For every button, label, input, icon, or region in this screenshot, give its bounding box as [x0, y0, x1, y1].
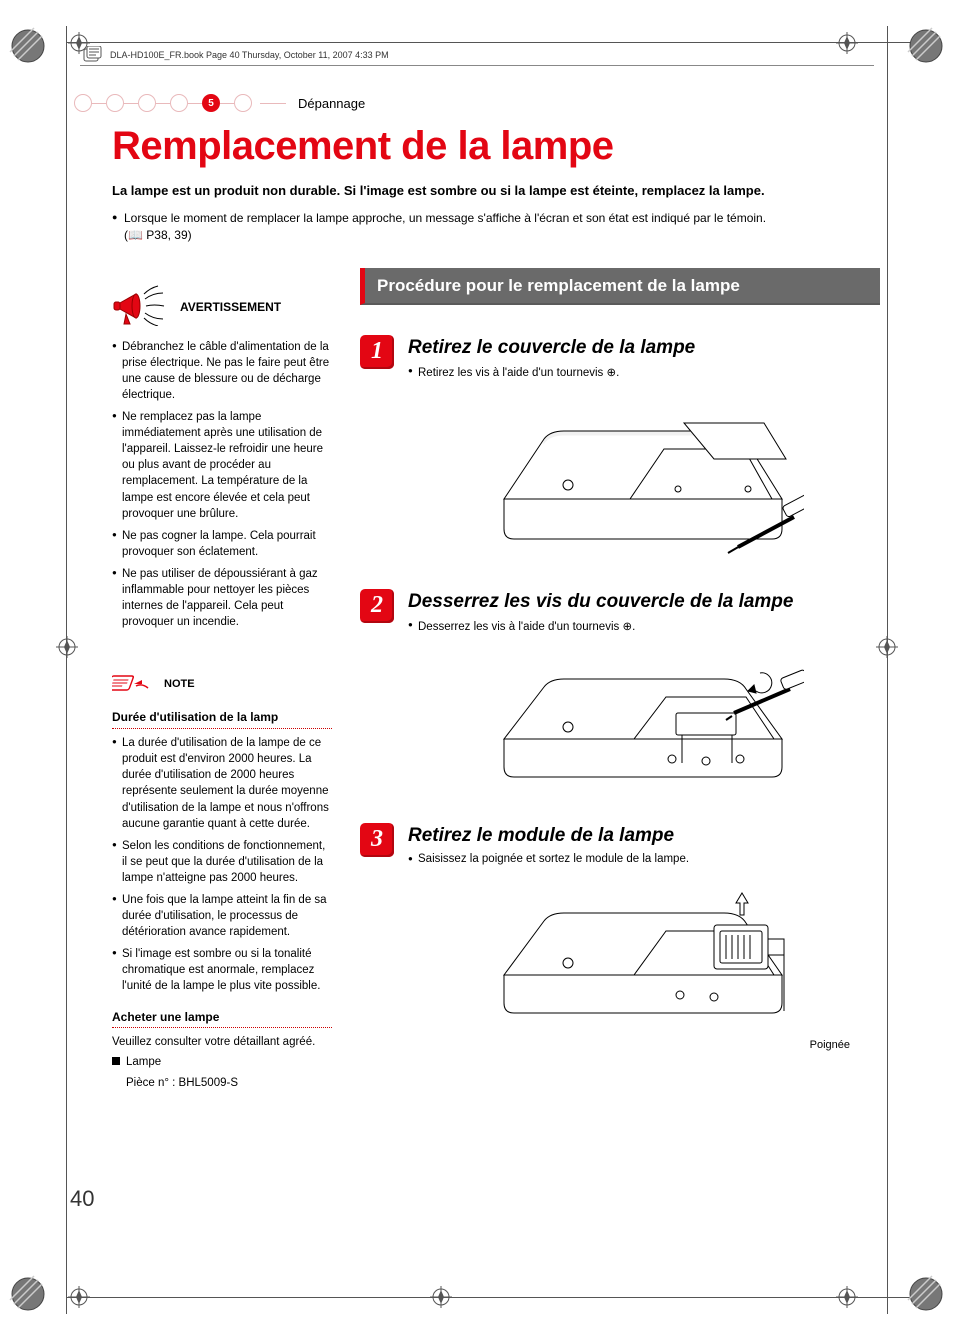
note-icon — [112, 670, 156, 699]
procedure-step: 2 Desserrez les vis du couvercle de la l… — [360, 589, 880, 793]
section-breadcrumb: 5 Dépannage — [74, 94, 365, 112]
registration-mark — [8, 1274, 48, 1314]
crop-line-left — [66, 26, 67, 1314]
crosshair-icon — [68, 1286, 90, 1308]
step-note: Desserrez les vis à l'aide d'un tournevi… — [408, 619, 880, 633]
crop-line-top — [66, 42, 936, 43]
section-number: 5 — [202, 94, 220, 112]
lead-paragraph: La lampe est un produit non durable. Si … — [112, 183, 880, 198]
procedure-step: 3 Retirez le module de la lampe Saisisse… — [360, 823, 880, 1051]
page-reference: (📖 P38, 39) — [124, 228, 192, 242]
figure-remove-module — [484, 875, 804, 1035]
part-number: Pièce n° : BHL5009-S — [112, 1075, 332, 1091]
step-number: 2 — [360, 589, 394, 623]
usage-item: Si l'image est sombre ou si la tonalité … — [112, 946, 332, 994]
step-note: Saisissez la poignée et sortez le module… — [408, 853, 880, 865]
section-label: Dépannage — [298, 96, 365, 111]
manual-page: DLA-HD100E_FR.book Page 40 Thursday, Oct… — [0, 0, 954, 1340]
step-title: Retirez le couvercle de la lampe — [408, 337, 880, 359]
usage-item: La durée d'utilisation de la lampe de ce… — [112, 735, 332, 832]
crosshair-icon — [430, 1286, 452, 1308]
step-number: 1 — [360, 335, 394, 369]
procedure-step: 1 Retirez le couvercle de la lampe Retir… — [360, 335, 880, 559]
step-title: Desserrez les vis du couvercle de la lam… — [408, 591, 880, 613]
warning-label: AVERTISSEMENT — [180, 299, 281, 316]
running-header: DLA-HD100E_FR.book Page 40 Thursday, Oct… — [80, 50, 874, 66]
square-bullet-icon — [112, 1057, 120, 1065]
warning-heading: AVERTISSEMENT — [112, 284, 332, 331]
note-label: NOTE — [164, 677, 195, 692]
warning-item: Débranchez le câble d'alimentation de la… — [112, 339, 332, 403]
step-title: Retirez le module de la lampe — [408, 825, 880, 847]
page-title: Remplacement de la lampe — [112, 124, 880, 169]
step-note: Retirez les vis à l'aide d'un tournevis … — [408, 365, 880, 379]
usage-list: La durée d'utilisation de la lampe de ce… — [112, 735, 332, 994]
warning-item: Ne remplacez pas la lampe immédiatement … — [112, 409, 332, 522]
sidebar: AVERTISSEMENT Débranchez le câble d'alim… — [112, 268, 332, 1095]
figure-loosen-screws — [484, 643, 804, 793]
registration-mark — [906, 26, 946, 66]
buy-text: Veuillez consulter votre détaillant agré… — [112, 1034, 332, 1050]
warning-item: Ne pas cogner la lampe. Cela pourrait pr… — [112, 528, 332, 560]
procedure-column: Procédure pour le remplacement de la lam… — [360, 268, 880, 1051]
registration-mark — [906, 1274, 946, 1314]
usage-item: Une fois que la lampe atteint la fin de … — [112, 892, 332, 940]
usage-heading: Durée d'utilisation de la lamp — [112, 709, 332, 726]
usage-item: Selon les conditions de fonctionnement, … — [112, 838, 332, 886]
crosshair-icon — [836, 1286, 858, 1308]
registration-mark — [8, 26, 48, 66]
warning-item: Ne pas utiliser de dépoussiérant à gaz i… — [112, 566, 332, 630]
step-number: 3 — [360, 823, 394, 857]
crosshair-icon — [56, 636, 78, 658]
crop-line-right — [887, 26, 888, 1314]
figure-label: Poignée — [408, 1039, 880, 1051]
part-label: Lampe — [126, 1056, 161, 1068]
note-heading: NOTE — [112, 670, 332, 699]
warning-list: Débranchez le câble d'alimentation de la… — [112, 339, 332, 631]
figure-remove-cover — [484, 389, 804, 559]
content-area: Remplacement de la lampe La lampe est un… — [112, 124, 880, 1095]
part-line: Lampe — [112, 1054, 332, 1070]
crop-line-bottom — [66, 1297, 936, 1298]
dotted-rule — [112, 728, 332, 729]
intro-bullet: Lorsque le moment de remplacer la lampe … — [112, 210, 880, 244]
page-number: 40 — [70, 1186, 94, 1212]
intro-bullet-text: Lorsque le moment de remplacer la lampe … — [124, 211, 766, 225]
megaphone-icon — [112, 284, 170, 331]
procedure-bar: Procédure pour le remplacement de la lam… — [360, 268, 880, 305]
dotted-rule — [112, 1027, 332, 1028]
running-header-text: DLA-HD100E_FR.book Page 40 Thursday, Oct… — [110, 50, 389, 60]
buy-heading: Acheter une lampe — [112, 1009, 332, 1026]
